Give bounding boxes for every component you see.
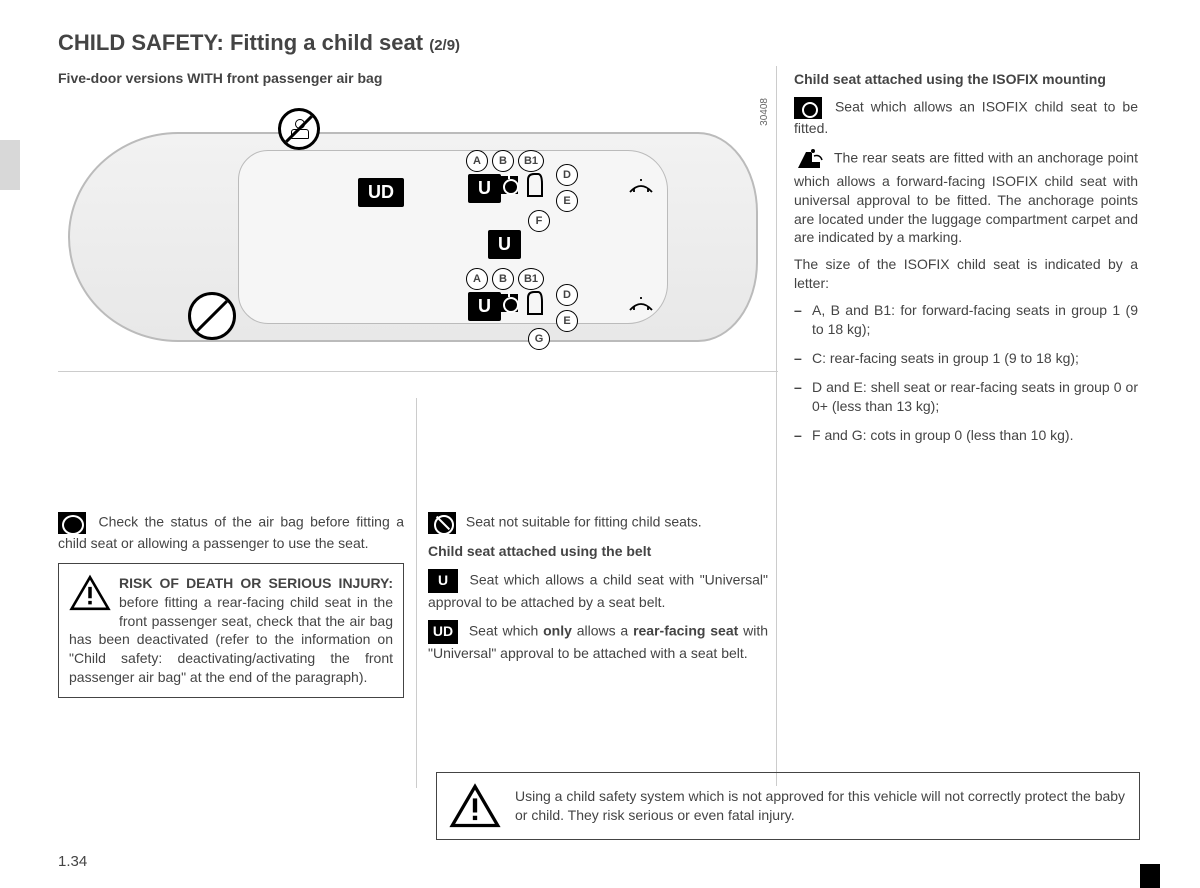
size-letter: B1 [518,150,544,172]
column-3: Child seat attached using the ISOFIX mou… [778,70,1138,820]
size-list: A, B and B1: for forward-facing seats in… [794,301,1138,444]
size-letter: A [466,268,488,290]
warning-triangle-icon [69,574,111,612]
airbag-status-icon [58,512,86,534]
not-suitable-text: Seat not suitable for fitting child seat… [466,514,702,530]
size-letter: B [492,150,514,172]
size-letter: F [528,210,550,232]
child-seat-icon [522,288,548,318]
u-icon: U [428,569,458,593]
anchor-seat-icon [794,146,824,172]
manual-page: CHILD SAFETY: Fitting a child seat (2/9)… [0,0,1200,888]
diagram-subtitle: Five-door versions WITH front passenger … [58,70,778,86]
ud-icon: UD [428,620,458,644]
warning-triangle-icon [449,783,501,829]
page-corner-mark [1140,864,1160,888]
size-letter: B1 [518,268,544,290]
isofix-heading: Child seat attached using the ISOFIX mou… [794,70,1138,89]
size-letter: E [556,310,578,332]
u-badge: U [488,230,521,259]
size-letter: A [466,150,488,172]
u-badge: U [468,174,501,203]
size-letter: B [492,268,514,290]
isofix-text-2: The rear seats are fitted with an anchor… [794,149,1138,245]
u-badge: U [468,292,501,321]
size-letter: D [556,164,578,186]
isofix-icon-small [500,294,518,312]
warning-box-airbag: RISK OF DEATH OR SERIOUS INJURY: before … [58,563,404,698]
column-divider [776,66,777,786]
airbag-check-paragraph: Check the status of the air bag before f… [58,512,404,553]
child-seat-icon [522,170,548,200]
page-number: 1.34 [58,853,87,870]
diagram-reference-number: 30408 [759,98,770,126]
title-main: Fitting a child seat [230,30,423,55]
list-item: A, B and B1: for forward-facing seats in… [794,301,1138,339]
list-item: F and G: cots in group 0 (less than 10 k… [794,426,1138,445]
anchor-icon [628,296,654,314]
anchor-icon [628,178,654,196]
not-suitable-paragraph: Seat not suitable for fitting child seat… [428,512,768,534]
prohibition-icon-inline [428,512,456,534]
prohibition-icon [188,292,236,340]
u-text: Seat which allows a child seat with "Uni… [428,571,768,609]
ud-paragraph: UD Seat which only allows a rear-facing … [428,620,768,663]
title-prefix: CHILD SAFETY: [58,30,224,55]
isofix-text-1: Seat which allows an ISOFIX child seat t… [794,99,1138,136]
warning-body: before fitting a rear-facing child seat … [69,594,393,686]
list-item: C: rear-facing seats in group 1 (9 to 18… [794,349,1138,368]
size-letter: D [556,284,578,306]
isofix-paragraph-1: Seat which allows an ISOFIX child seat t… [794,97,1138,138]
isofix-icon-small [500,176,518,194]
airbag-check-text: Check the status of the air bag before f… [58,514,404,551]
column-divider [416,398,417,788]
belt-heading: Child seat attached using the belt [428,542,768,561]
isofix-paragraph-2: The rear seats are fitted with an anchor… [794,146,1138,248]
isofix-icon-inline [794,97,822,119]
prohibition-icon [278,108,320,150]
car-diagram: 30408 UD U [58,92,778,372]
u-paragraph: U Seat which allows a child seat with "U… [428,569,768,612]
title-pager: (2/9) [429,37,460,54]
bottom-warning-text: Using a child safety system which is not… [515,787,1127,825]
size-intro: The size of the ISOFIX child seat is ind… [794,255,1138,293]
warning-box-bottom: Using a child safety system which is not… [436,772,1140,840]
column-1: Check the status of the air bag before f… [58,512,418,820]
list-item: D and E: shell seat or rear-facing seats… [794,378,1138,416]
size-letter: E [556,190,578,212]
page-title: CHILD SAFETY: Fitting a child seat (2/9) [58,30,1142,56]
ud-badge: UD [358,178,404,207]
warning-lead: RISK OF DEATH OR SERIOUS INJURY: [119,575,393,591]
size-letter: G [528,328,550,350]
